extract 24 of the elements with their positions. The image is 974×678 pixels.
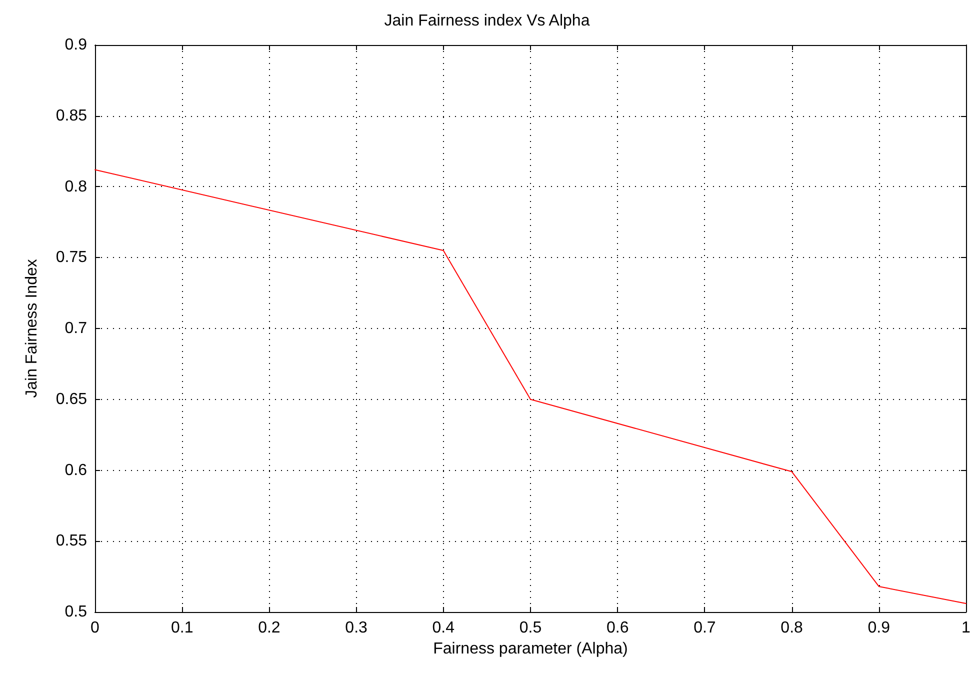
- y-tick-label: 0.5: [64, 604, 88, 620]
- x-tick-label: 0.3: [345, 620, 368, 636]
- y-tick-label: 0.85: [56, 107, 88, 124]
- y-tick-label: 0.6: [64, 462, 88, 479]
- y-tick-label: 0.75: [56, 249, 88, 266]
- y-tick-label: 0.9: [64, 36, 88, 54]
- x-tick-label: 0.9: [868, 620, 890, 636]
- y-tick-label: 0.8: [64, 178, 88, 196]
- y-tick-label: 0.65: [56, 390, 88, 408]
- x-tick-label: 0.7: [694, 620, 716, 636]
- y-tick-label: 0.7: [64, 320, 88, 337]
- x-tick-label: 0.2: [258, 620, 280, 636]
- x-tick-label: 0: [90, 620, 100, 636]
- x-tick-label: 0.6: [606, 620, 629, 636]
- line-series: [94, 169, 966, 604]
- x-tick-label: 0.5: [519, 620, 542, 636]
- x-tick-label: 1: [962, 620, 971, 636]
- x-tick-label: 0.1: [170, 620, 194, 636]
- x-tick-label: 0.4: [432, 620, 455, 636]
- x-tick-label: 0.8: [780, 620, 804, 636]
- y-tick-label: 0.55: [56, 532, 88, 550]
- x-axis-title: Fairness parameter (Alpha): [433, 640, 628, 658]
- y-axis-title: Jain Fairness Index: [24, 259, 40, 398]
- chart-title: Jain Fairness index Vs Alpha: [384, 12, 590, 30]
